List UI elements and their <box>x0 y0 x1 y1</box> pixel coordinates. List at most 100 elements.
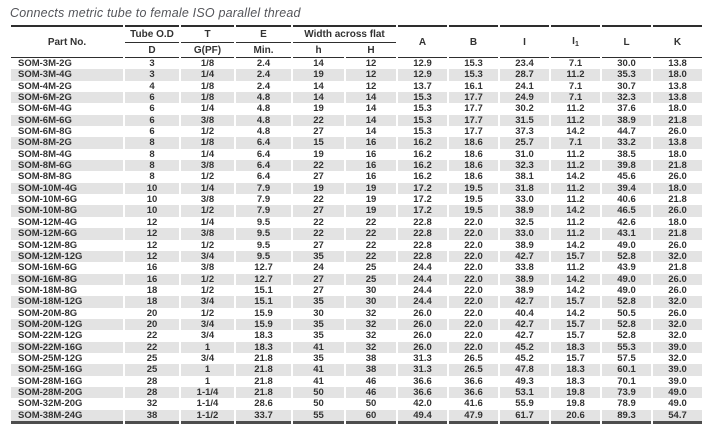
cell-e-min: 4.8 <box>236 126 291 138</box>
cell-k: 18.0 <box>653 103 703 115</box>
cell-b: 19.5 <box>449 194 499 206</box>
cell-g-pf: 1/8 <box>181 92 234 104</box>
cell-e-min: 6.4 <box>236 171 291 183</box>
cell-g-pf: 1/8 <box>181 137 234 149</box>
cell-g-pf: 3/4 <box>181 296 234 308</box>
cell-i1: 7.1 <box>551 137 601 149</box>
cell-d: 10 <box>125 205 179 217</box>
cell-h-cap: 14 <box>346 126 397 138</box>
cell-k: 32.0 <box>653 250 703 263</box>
cell-e-min: 21.8 <box>236 352 291 365</box>
col-header-b: B <box>449 25 499 58</box>
cell-e-min: 9.5 <box>236 216 291 229</box>
cell-i: 38.9 <box>500 284 550 297</box>
cell-g-pf: 1/2 <box>181 126 234 138</box>
cell-a: 31.3 <box>398 364 448 376</box>
cell-h-cap: 16 <box>346 148 397 161</box>
cell-h-small: 41 <box>293 364 344 376</box>
cell-i: 38.9 <box>500 205 550 217</box>
cell-a: 49.4 <box>398 409 448 424</box>
table-row: SOM-12M-4G 12 1/4 9.5 22 22 22.8 22.0 32.5 11.2 42… <box>11 216 703 229</box>
cell-h-small: 24 <box>293 262 344 274</box>
cell-i: 37.3 <box>500 126 550 138</box>
cell-g-pf: 1/4 <box>181 148 234 161</box>
cell-i: 61.7 <box>500 409 550 424</box>
cell-part-no: SOM-6M-2G <box>11 92 123 104</box>
cell-part-no: SOM-20M-8G <box>11 307 123 319</box>
cell-i1: 14.2 <box>551 126 601 138</box>
cell-b: 18.6 <box>449 171 499 183</box>
cell-i1: 19.8 <box>551 386 601 399</box>
cell-e-min: 6.4 <box>236 148 291 161</box>
cell-i1: 15.7 <box>551 250 601 263</box>
cell-h-small: 27 <box>293 205 344 217</box>
cell-h-small: 27 <box>293 126 344 138</box>
cell-i: 25.7 <box>500 137 550 149</box>
cell-h-cap: 19 <box>346 194 397 206</box>
cell-a: 42.0 <box>398 398 448 410</box>
cell-h-cap: 60 <box>346 409 397 424</box>
cell-h-cap: 14 <box>346 92 397 104</box>
cell-e-min: 4.8 <box>236 114 291 127</box>
cell-b: 22.0 <box>449 296 499 308</box>
cell-i1: 7.1 <box>551 92 601 104</box>
cell-k: 21.8 <box>653 228 703 240</box>
cell-i1: 15.7 <box>551 352 601 365</box>
cell-i1: 11.2 <box>551 148 601 161</box>
cell-b: 22.0 <box>449 228 499 240</box>
cell-h-small: 22 <box>293 114 344 127</box>
cell-k: 49.0 <box>653 386 703 399</box>
cell-b: 22.0 <box>449 307 499 319</box>
cell-h-cap: 32 <box>346 307 397 319</box>
cell-h-small: 55 <box>293 409 344 424</box>
cell-d: 25 <box>125 364 179 376</box>
cell-h-small: 19 <box>293 69 344 81</box>
cell-l: 55.3 <box>602 341 652 353</box>
cell-a: 17.2 <box>398 205 448 217</box>
cell-part-no: SOM-10M-6G <box>11 194 123 206</box>
table-row: SOM-6M-2G 6 1/8 4.8 14 14 15.3 17.7 24.9 7.1 32.3 1… <box>11 92 703 104</box>
cell-a: 16.2 <box>398 171 448 183</box>
cell-d: 18 <box>125 296 179 308</box>
cell-l: 57.5 <box>602 352 652 365</box>
cell-k: 32.0 <box>653 352 703 365</box>
cell-k: 49.0 <box>653 398 703 410</box>
cell-k: 21.8 <box>653 160 703 172</box>
cell-k: 13.8 <box>653 137 703 149</box>
cell-a: 26.0 <box>398 318 448 331</box>
cell-a: 26.0 <box>398 341 448 353</box>
cell-d: 25 <box>125 352 179 365</box>
cell-b: 26.5 <box>449 364 499 376</box>
cell-k: 26.0 <box>653 205 703 217</box>
cell-d: 32 <box>125 398 179 410</box>
cell-g-pf: 1 <box>181 375 234 387</box>
cell-l: 32.3 <box>602 92 652 104</box>
cell-h-small: 50 <box>293 398 344 410</box>
table-row: SOM-8M-2G 8 1/8 6.4 15 16 16.2 18.6 25.7 7.1 33.2 1… <box>11 137 703 149</box>
cell-part-no: SOM-10M-4G <box>11 182 123 195</box>
cell-i: 33.0 <box>500 194 550 206</box>
cell-e-min: 9.5 <box>236 250 291 263</box>
cell-d: 8 <box>125 148 179 161</box>
cell-d: 4 <box>125 80 179 93</box>
cell-i: 30.2 <box>500 103 550 115</box>
cell-d: 6 <box>125 126 179 138</box>
cell-i: 55.9 <box>500 398 550 410</box>
col-header-tube-od: Tube O.D <box>125 25 179 43</box>
cell-h-cap: 32 <box>346 341 397 353</box>
col-header-t: T <box>181 25 234 43</box>
cell-i1: 18.3 <box>551 375 601 387</box>
cell-d: 38 <box>125 409 179 424</box>
table-row: SOM-28M-20G 28 1-1/4 21.8 50 46 36.6 36.6 53.1 19… <box>11 386 703 399</box>
table-row: SOM-4M-2G 4 1/8 2.4 14 12 13.7 16.1 24.1 7.1 30.7 1… <box>11 80 703 93</box>
cell-i: 38.9 <box>500 273 550 285</box>
cell-h-cap: 22 <box>346 228 397 240</box>
cell-b: 17.7 <box>449 126 499 138</box>
col-subheader-gpf: G(PF) <box>181 43 234 58</box>
cell-part-no: SOM-18M-8G <box>11 284 123 297</box>
cell-part-no: SOM-8M-2G <box>11 137 123 149</box>
cell-i1: 11.2 <box>551 228 601 240</box>
table-row: SOM-18M-8G 18 1/2 15.1 27 30 24.4 22.0 38.9 14.2 4… <box>11 284 703 297</box>
cell-part-no: SOM-25M-12G <box>11 352 123 365</box>
cell-g-pf: 1/8 <box>181 80 234 93</box>
